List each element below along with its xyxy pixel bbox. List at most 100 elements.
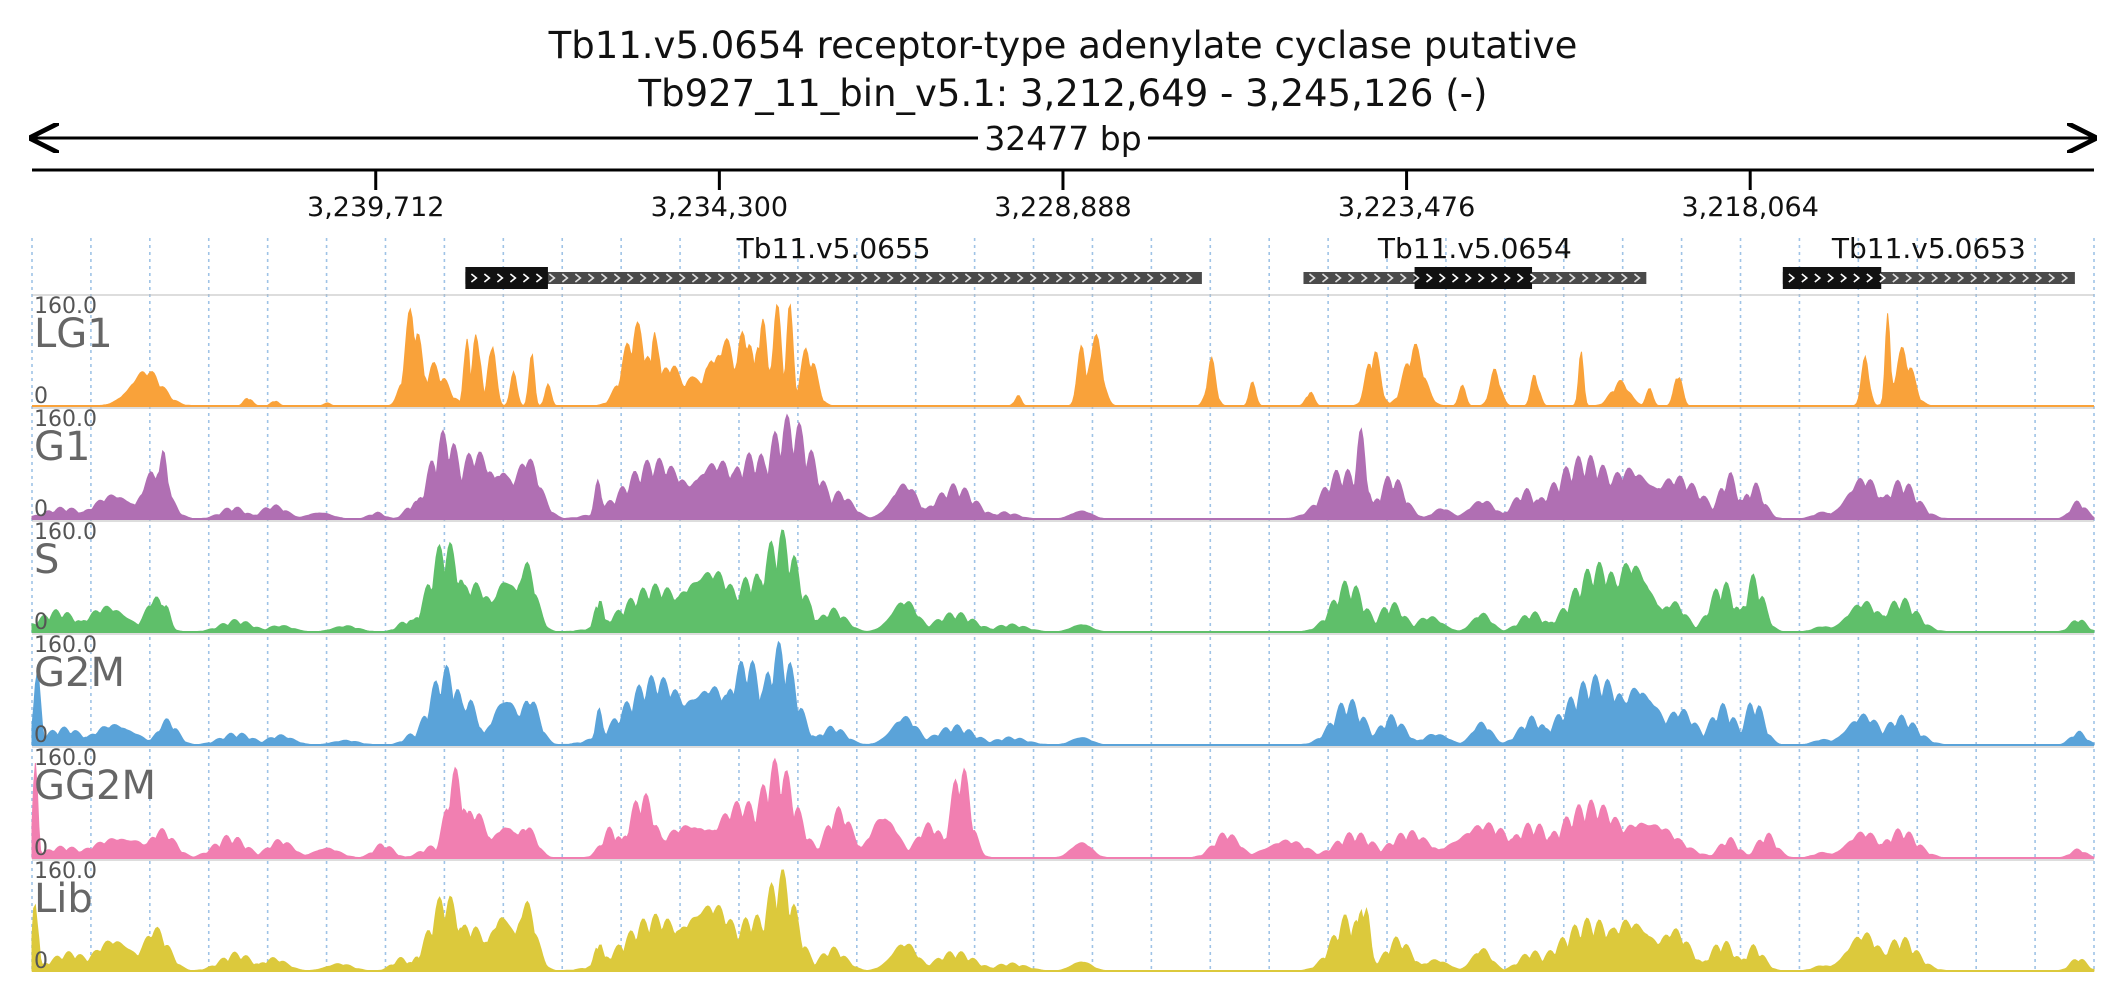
strand-chevron <box>704 273 712 283</box>
track-ymax-label: 160.0 <box>34 520 97 545</box>
strand-chevron <box>1944 273 1952 283</box>
strand-chevron <box>1003 273 1011 283</box>
track-ymax-label: 160.0 <box>34 407 97 432</box>
track-name: Lib <box>34 876 93 922</box>
coverage-area <box>31 757 2095 859</box>
strand-chevron <box>1068 273 1076 283</box>
strand-chevron <box>977 273 985 283</box>
strand-chevron <box>1801 273 1809 283</box>
gene-track: Tb11.v5.0655 Tb11.v5.0654 Tb11.v5.0653 <box>465 232 2075 289</box>
strand-chevron <box>1983 273 1991 283</box>
strand-chevron <box>2048 273 2056 283</box>
strand-chevron <box>1996 273 2004 283</box>
coverage-tracks: 160.00LG1160.00G1160.00S160.00G2M160.00G… <box>31 294 2095 974</box>
gene-label: Tb11.v5.0653 <box>1831 232 2026 265</box>
strand-chevron <box>1185 273 1193 283</box>
tick-label: 3,218,064 <box>1681 192 1818 223</box>
strand-chevron <box>522 273 530 283</box>
strand-chevron <box>1120 273 1128 283</box>
strand-chevron <box>756 273 764 283</box>
strand-chevron <box>886 273 894 283</box>
strand-chevron <box>1633 273 1641 283</box>
strand-chevron <box>964 273 972 283</box>
strand-chevron <box>509 273 517 283</box>
strand-chevron <box>2022 273 2030 283</box>
strand-chevron <box>743 273 751 283</box>
strand-chevron <box>1412 273 1420 283</box>
strand-chevron <box>1464 273 1472 283</box>
strand-chevron <box>1594 273 1602 283</box>
strand-chevron <box>1581 273 1589 283</box>
strand-chevron <box>1016 273 1024 283</box>
strand-chevron <box>1814 273 1822 283</box>
tick-label: 3,223,476 <box>1338 192 1475 223</box>
strand-chevron <box>574 273 582 283</box>
span-label: 32477 bp <box>984 119 1141 158</box>
track-name: S <box>34 537 59 583</box>
strand-chevron <box>1334 273 1342 283</box>
strand-chevron <box>1516 273 1524 283</box>
tick-label: 3,228,888 <box>994 192 1131 223</box>
gene-cds <box>1414 267 1533 289</box>
span-label-bg <box>978 120 1148 156</box>
strand-chevron <box>1957 273 1965 283</box>
strand-chevron <box>1853 273 1861 283</box>
coverage-area <box>32 303 2094 407</box>
track-name: LG1 <box>34 311 113 357</box>
gene-feature[interactable]: Tb11.v5.0654 <box>1303 232 1647 289</box>
strand-chevron <box>1159 273 1167 283</box>
strand-chevron <box>730 273 738 283</box>
strand-chevron <box>1438 273 1446 283</box>
track-ymax-label: 160.0 <box>34 633 97 658</box>
strand-chevron <box>912 273 920 283</box>
ruler-ticks: 3,239,712 3,234,300 3,228,888 3,223,476 3,21… <box>307 170 1819 223</box>
strand-chevron <box>665 273 673 283</box>
strand-chevron <box>990 273 998 283</box>
strand-chevron <box>847 273 855 283</box>
strand-chevron <box>613 273 621 283</box>
strand-chevron <box>1970 273 1978 283</box>
strand-chevron <box>1892 273 1900 283</box>
track-g1: 160.0 0 G1 <box>31 407 2095 522</box>
strand-chevron <box>587 273 595 283</box>
strand-chevron <box>1931 273 1939 283</box>
strand-chevron <box>1360 273 1368 283</box>
coverage-area <box>31 869 2095 972</box>
chart-title: Tb11.v5.0654 receptor-type adenylate cyc… <box>548 24 1578 67</box>
strand-chevron <box>1477 273 1485 283</box>
track-name: GG2M <box>34 763 156 809</box>
track-g2m: 160.0 0 G2M <box>31 633 2095 748</box>
strand-chevron <box>1425 273 1433 283</box>
strand-chevron <box>1094 273 1102 283</box>
strand-chevron <box>1042 273 1050 283</box>
strand-chevron <box>1399 273 1407 283</box>
strand-chevron <box>600 273 608 283</box>
strand-chevron <box>1555 273 1563 283</box>
track-name: G2M <box>34 650 125 696</box>
strand-chevron <box>1107 273 1115 283</box>
gene-feature[interactable]: Tb11.v5.0655 <box>465 232 1202 289</box>
strand-chevron <box>1905 273 1913 283</box>
strand-chevron <box>639 273 647 283</box>
strand-chevron <box>1029 273 1037 283</box>
strand-chevron <box>2009 273 2017 283</box>
track-gg2m: 160.0 0 GG2M <box>31 746 2095 861</box>
strand-chevron <box>1879 273 1887 283</box>
strand-chevron <box>470 273 478 283</box>
track-ymin-label: 0 <box>34 949 48 974</box>
track-ymax-label: 160.0 <box>34 746 97 771</box>
strand-chevron <box>1490 273 1498 283</box>
track-ymin-label: 0 <box>34 497 48 522</box>
strand-chevron <box>717 273 725 283</box>
tick-label: 3,239,712 <box>307 192 444 223</box>
strand-chevron <box>1866 273 1874 283</box>
coverage-area <box>31 413 2095 520</box>
strand-chevron <box>899 273 907 283</box>
strand-chevron <box>1386 273 1394 283</box>
strand-chevron <box>769 273 777 283</box>
strand-chevron <box>2061 273 2069 283</box>
track-ymax-label: 160.0 <box>34 294 97 319</box>
strand-chevron <box>860 273 868 283</box>
gene-feature[interactable]: Tb11.v5.0653 <box>1782 232 2075 289</box>
